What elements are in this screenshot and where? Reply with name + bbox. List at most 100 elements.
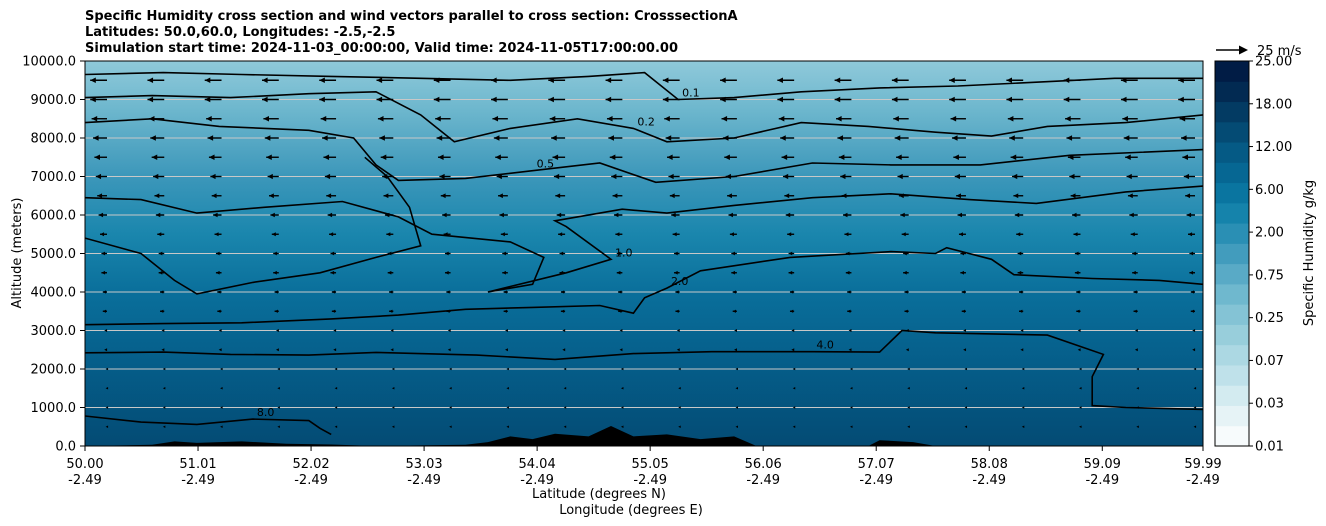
wind-vectors — [90, 77, 1197, 428]
wind-arrow — [502, 270, 508, 275]
wind-arrow — [1132, 270, 1138, 275]
colorbar-tick-label: 25.00 — [1255, 55, 1292, 70]
wind-arrow-head — [620, 425, 624, 428]
wind-arrow — [220, 425, 223, 428]
x-axis-label-latitude: Latitude (degrees N) — [532, 487, 666, 502]
wind-arrow-head — [676, 348, 680, 352]
wind-arrow-head — [558, 232, 563, 237]
wind-arrow — [559, 251, 566, 256]
wind-arrow — [549, 115, 566, 122]
wind-arrow-head — [563, 367, 567, 371]
wind-arrow — [725, 173, 737, 180]
wind-arrow — [160, 290, 165, 294]
wind-arrow — [671, 212, 680, 218]
wind-arrow-head — [267, 173, 273, 180]
x-tick-label-lat: 50.00 — [66, 457, 103, 472]
wind-arrow-head — [953, 154, 959, 161]
wind-arrow-head — [90, 96, 96, 103]
x-tick-label-lat: 53.03 — [405, 457, 442, 472]
wind-arrow — [506, 387, 509, 390]
wind-arrow-head — [1186, 212, 1192, 218]
wind-arrow — [330, 270, 337, 275]
wind-arrow — [1021, 406, 1025, 409]
wind-arrow-head — [728, 212, 733, 218]
wind-arrow-head — [1192, 329, 1196, 332]
wind-arrow-head — [1185, 193, 1191, 199]
wind-arrow — [950, 115, 966, 122]
wind-arrow — [273, 270, 279, 275]
wind-arrow-head — [963, 329, 967, 332]
wind-arrow — [208, 154, 222, 161]
wind-arrow-head — [777, 96, 783, 103]
wind-arrow — [1076, 309, 1081, 313]
wind-arrow — [220, 406, 223, 409]
terrain — [85, 426, 1203, 446]
wind-arrow-head — [218, 329, 222, 332]
wind-arrow — [383, 193, 394, 199]
wind-arrow — [446, 309, 451, 313]
wind-arrow — [1017, 270, 1024, 275]
wind-arrow-head — [729, 232, 734, 237]
wind-arrow-head — [1178, 77, 1184, 84]
wind-arrow-head — [559, 270, 564, 275]
wind-arrow — [1130, 232, 1138, 237]
wind-arrow-head — [678, 425, 681, 428]
wind-arrow-head — [552, 154, 559, 161]
wind-arrow — [446, 290, 451, 294]
wind-arrow — [274, 309, 279, 313]
wind-arrow-head — [150, 135, 156, 141]
wind-arrow — [904, 309, 909, 313]
wind-arrow — [435, 115, 451, 122]
wind-arrow — [611, 173, 623, 180]
wind-arrow — [1189, 270, 1195, 275]
plot-area: 8.0 4.0 2.0 1.0 0.5 0.2 0.1 — [85, 61, 1203, 446]
wind-arrow-head — [674, 270, 678, 275]
wind-arrow — [331, 309, 337, 313]
wind-arrow-head — [211, 193, 217, 199]
wind-arrow — [907, 406, 910, 409]
colorbar-tick-label: 0.07 — [1255, 354, 1284, 369]
wind-arrow-head — [780, 135, 786, 141]
wind-arrow-head — [382, 173, 388, 180]
y-tick-label: 2000.0 — [31, 363, 77, 378]
wind-arrow — [850, 406, 853, 409]
wind-arrow-head — [848, 348, 852, 352]
wind-arrow — [380, 154, 394, 161]
wind-arrow — [204, 77, 222, 84]
wind-arrow — [334, 387, 338, 390]
y-tick-label: 3000.0 — [31, 324, 77, 339]
wind-arrow — [900, 212, 909, 218]
wind-arrow-head — [792, 367, 796, 371]
wind-arrow-head — [1190, 290, 1195, 294]
wind-arrow — [788, 270, 795, 275]
wind-arrow — [506, 406, 509, 409]
wind-arrow-head — [609, 154, 616, 161]
contour-line — [85, 117, 1203, 184]
y-tick-label: 4000.0 — [31, 286, 77, 301]
wind-arrow — [721, 115, 737, 122]
wind-arrow-head — [620, 367, 624, 371]
wind-arrow-head — [1070, 193, 1076, 199]
wind-arrow-head — [845, 251, 850, 256]
wind-arrow — [379, 135, 394, 141]
wind-arrow-head — [963, 348, 967, 352]
wind-arrow-head — [220, 367, 223, 371]
wind-arrow-head — [379, 135, 385, 141]
wind-arrow-head — [1123, 135, 1130, 141]
wind-arrow — [1133, 309, 1138, 313]
wind-arrow — [333, 348, 337, 352]
wind-arrow — [1007, 115, 1024, 122]
x-tick-label-lat: 51.01 — [179, 457, 216, 472]
wind-arrow — [329, 232, 337, 237]
wind-arrow — [390, 329, 394, 332]
wind-arrow — [615, 232, 623, 237]
wind-arrow — [1013, 193, 1024, 199]
wind-arrow — [667, 154, 680, 161]
wind-arrow-head — [277, 406, 280, 409]
wind-arrow-head — [964, 406, 968, 409]
colorbar-segment — [1215, 304, 1249, 325]
wind-arrow-head — [781, 154, 788, 161]
wind-arrow-head — [439, 173, 445, 180]
wind-arrow-head — [562, 329, 566, 332]
wind-arrow-head — [384, 212, 390, 218]
